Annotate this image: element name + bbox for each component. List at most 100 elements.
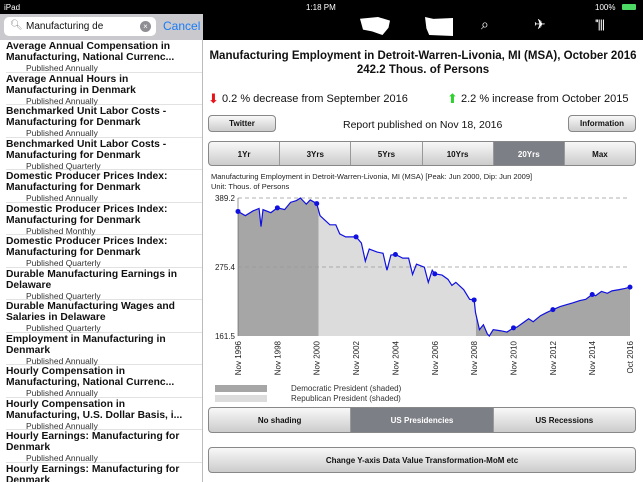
legend-rep: Republican President (shaded): [215, 394, 401, 403]
item-title: Hourly Compensation in: [6, 366, 125, 377]
ranges-option[interactable]: 10Yrs: [423, 142, 494, 165]
data-point: [432, 271, 438, 277]
x-tick-label: Nov 2012: [549, 340, 558, 375]
list-item[interactable]: Domestic Producer Prices Index: Manufactu…: [6, 203, 202, 236]
yoy-change: ⬆ 2.2 % increase from October 2015: [447, 91, 629, 107]
item-frequency: Published Monthly: [26, 225, 96, 236]
item-frequency: Published Annually: [26, 355, 98, 366]
shading-rep: [318, 209, 476, 336]
search-icon[interactable]: ⌕: [481, 16, 489, 32]
chart-title: Manufacturing Employment in Detroit-Warr…: [211, 172, 533, 181]
item-title-2: Denmark: [6, 442, 51, 453]
item-title: Benchmarked Unit Labor Costs -: [6, 138, 167, 150]
list-item[interactable]: Benchmarked Unit Labor Costs - Manufactur…: [6, 138, 202, 171]
state-map-icon[interactable]: [425, 17, 453, 36]
x-tick-label: Nov 2006: [431, 340, 440, 375]
clear-icon[interactable]: ×: [140, 21, 151, 32]
x-tick-label: Nov 2004: [391, 340, 400, 375]
item-title: Hourly Earnings: Manufacturing for: [6, 463, 180, 475]
data-point: [392, 251, 398, 257]
item-title: Domestic Producer Prices Index:: [6, 203, 168, 215]
x-tick-label: Nov 1996: [234, 340, 243, 375]
usa-map-icon[interactable]: [360, 17, 390, 35]
item-frequency: Published Quarterly: [26, 323, 101, 333]
data-point: [627, 284, 633, 290]
item-title-2: Manufacturing, U.S. Dollar Basis, i...: [6, 409, 183, 421]
list-item[interactable]: Domestic Producer Prices Index: Manufactu…: [6, 170, 202, 203]
ranges-option[interactable]: 5Yrs: [351, 142, 423, 165]
item-frequency: Published Quarterly: [26, 258, 101, 268]
list-item[interactable]: Durable Manufacturing Wages and Salaries …: [6, 300, 202, 333]
bars-icon[interactable]: ''|||: [595, 17, 605, 31]
series-value: 242.2 Thous. of Persons: [356, 64, 490, 76]
information-button[interactable]: Information: [568, 115, 636, 132]
data-point: [550, 307, 556, 313]
item-title: Domestic Producer Prices Index:: [6, 236, 168, 247]
ranges-option[interactable]: 1Yr: [209, 142, 281, 165]
nav-bar: ⌕ ✈ ''|||: [203, 14, 643, 40]
list-item[interactable]: Hourly Compensation in Manufacturing, U.S…: [6, 398, 202, 431]
ranges-option[interactable]: Max: [592, 150, 608, 159]
data-point: [274, 205, 280, 211]
item-frequency: Published Annually: [26, 193, 98, 203]
mom-change: ⬇ 0.2 % decrease from September 2016: [208, 91, 408, 107]
item-title-2: Manufacturing for Denmark: [6, 117, 141, 128]
range-selector: 1Yr 3Yrs 5Yrs 10Yrs 20Yrs Max: [208, 141, 636, 166]
item-title: Hourly Compensation in: [6, 398, 125, 410]
item-title-2: Denmark: [6, 474, 51, 482]
item-title-2: Manufacturing in Denmark: [6, 84, 136, 96]
list-item[interactable]: Durable Manufacturing Earnings in Delawar…: [6, 268, 202, 301]
list-item[interactable]: Domestic Producer Prices Index: Manufactu…: [6, 235, 202, 268]
clock: 1:18 PM: [306, 3, 336, 12]
x-tick-label: Oct 2016: [626, 340, 635, 373]
mom-change-text: 0.2 % decrease from September 2016: [221, 93, 408, 105]
list-item[interactable]: Benchmarked Unit Labor Costs - Manufactur…: [6, 105, 202, 138]
battery-percent: 100%: [595, 3, 616, 12]
list-item[interactable]: Average Annual Compensation in Manufactur…: [6, 40, 202, 73]
up-arrow-icon: ⬆: [447, 91, 458, 106]
airplane-icon[interactable]: ✈: [534, 16, 546, 32]
item-title-2: Denmark: [6, 344, 51, 356]
search-icon: 🔍︎: [10, 20, 23, 31]
x-tick-label: Nov 2002: [352, 340, 361, 375]
list-item[interactable]: Hourly Compensation in Manufacturing, Nat…: [6, 365, 202, 398]
detail-panel: Manufacturing Employment in Detroit-Warr…: [203, 40, 643, 482]
x-tick-label: Nov 1998: [273, 340, 282, 375]
item-title: Employment in Manufacturing in: [6, 333, 166, 345]
twitter-button[interactable]: Twitter: [208, 115, 276, 132]
series-title: Manufacturing Employment in Detroit-Warr…: [209, 50, 637, 62]
list-item[interactable]: Hourly Earnings: Manufacturing for Denmar…: [6, 463, 202, 482]
data-point: [235, 208, 241, 214]
item-frequency: Published Annually: [26, 63, 98, 73]
shading-option[interactable]: No shading: [209, 408, 352, 432]
legend-swatch-rep: [215, 395, 267, 402]
item-title: Average Annual Hours in: [6, 73, 129, 85]
series-list[interactable]: Average Annual Compensation in Manufactur…: [0, 40, 203, 482]
published-date: Report published on Nov 18, 2016: [343, 119, 503, 131]
ranges-option[interactable]: 3Yrs: [280, 142, 352, 165]
x-tick-label: Nov 2010: [510, 340, 519, 375]
cancel-button[interactable]: Cancel: [163, 19, 201, 33]
shading-dem: [238, 198, 319, 336]
shading-option[interactable]: US Recessions: [535, 416, 594, 425]
status-bar: iPad 1:18 PM 100%: [0, 0, 643, 14]
ranges-option[interactable]: 20Yrs: [493, 142, 565, 165]
search-input[interactable]: 🔍︎ Manufacturing de ×: [4, 17, 156, 36]
item-title-2: Salaries in Delaware: [6, 312, 106, 323]
item-title-2: Manufacturing for Denmark: [6, 182, 141, 193]
legend-dem: Democratic President (shaded): [215, 384, 401, 393]
transform-button[interactable]: Change Y-axis Data Value Transformation-…: [208, 447, 636, 473]
shading-selector: No shading US Presidencies US Recessions: [208, 407, 636, 433]
shading-option[interactable]: US Presidencies: [351, 408, 494, 432]
list-item[interactable]: Employment in Manufacturing in Denmark Pub…: [6, 333, 202, 366]
item-frequency: Published Quarterly: [26, 160, 101, 171]
search-value: Manufacturing de: [26, 21, 104, 32]
item-title-2: Delaware: [6, 279, 52, 291]
data-point: [314, 201, 320, 207]
x-tick-label: Nov 2008: [470, 340, 479, 375]
list-item[interactable]: Hourly Earnings: Manufacturing for Denmar…: [6, 430, 202, 463]
list-item[interactable]: Average Annual Hours in Manufacturing in …: [6, 73, 202, 106]
down-arrow-icon: ⬇: [208, 91, 219, 106]
item-frequency: Published Annually: [26, 453, 98, 463]
